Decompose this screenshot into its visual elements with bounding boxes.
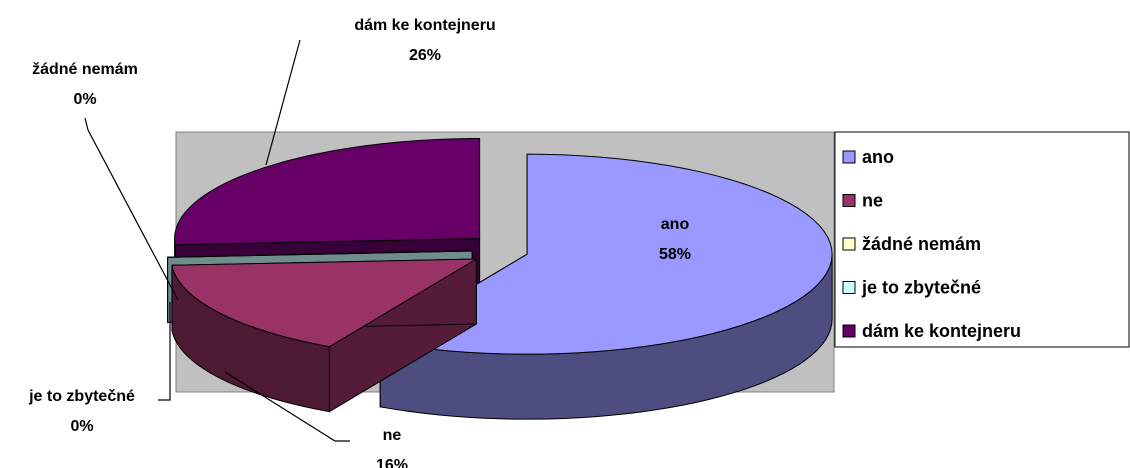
legend-label: dám ke kontejneru bbox=[862, 321, 1021, 341]
legend-label: žádné nemám bbox=[862, 234, 981, 254]
data-label-name: je to zbytečné bbox=[28, 388, 135, 405]
data-label: 26% bbox=[409, 47, 441, 64]
legend-swatch bbox=[842, 237, 856, 251]
legend-swatch bbox=[842, 324, 856, 338]
data-label: 58% bbox=[659, 246, 691, 263]
legend-label: ano bbox=[862, 147, 894, 167]
leader-line bbox=[265, 39, 301, 166]
data-label: 0% bbox=[73, 91, 96, 108]
legend-box bbox=[834, 131, 1130, 348]
legend-swatch bbox=[842, 281, 856, 294]
data-label: 16% bbox=[376, 457, 408, 468]
legend-label: ne bbox=[862, 190, 883, 210]
data-label-name: dám ke kontejneru bbox=[354, 17, 495, 34]
legend-swatch bbox=[842, 150, 856, 164]
data-label: 0% bbox=[70, 418, 93, 435]
leader-line bbox=[84, 117, 179, 301]
legend-label: je to zbytečné bbox=[861, 277, 981, 297]
data-label-name: žádné nemám bbox=[32, 61, 138, 78]
labels: ano 58% ne 16% žádné nemám 0% je to zbytečné 0%… bbox=[28, 17, 691, 468]
slice-top bbox=[171, 258, 479, 348]
leader-line bbox=[224, 371, 350, 442]
leader-line bbox=[158, 302, 171, 401]
legend: ano ne žádné nemám je to zbytečné dám ke kon… bbox=[842, 147, 1021, 341]
data-label-name: ne bbox=[383, 427, 402, 444]
data-label-name: ano bbox=[661, 216, 690, 233]
slice-top bbox=[378, 153, 833, 355]
slice bbox=[171, 258, 479, 413]
slice-top bbox=[174, 137, 481, 246]
pie bbox=[167, 137, 833, 420]
legend-swatch bbox=[842, 194, 856, 207]
